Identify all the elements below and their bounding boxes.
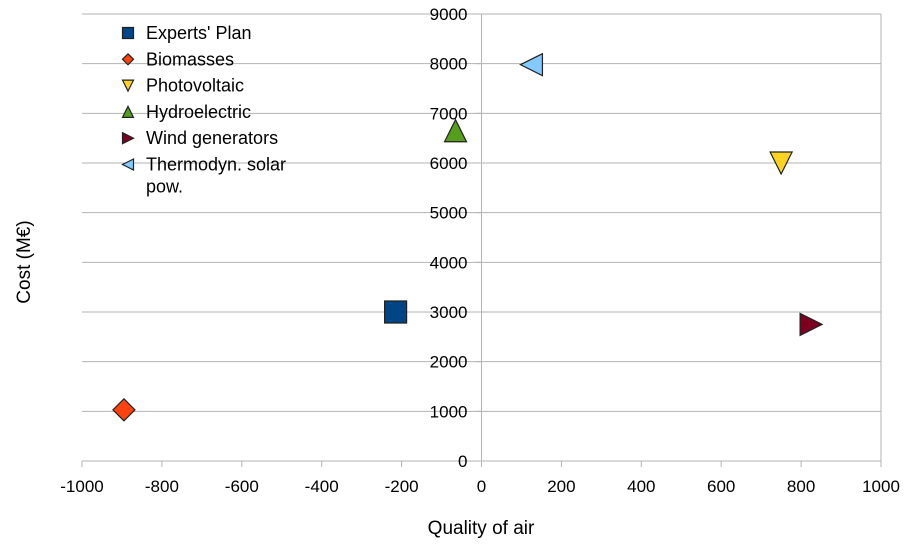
legend-label-experts-plan: Experts' Plan — [146, 23, 252, 43]
y-tick-label: 4000 — [430, 253, 468, 272]
legend-marker-thermodyn-solar-pow — [121, 158, 135, 171]
legend-marker-experts-plan — [121, 26, 135, 40]
axes — [81, 13, 882, 467]
legend-marker-wind-generators — [121, 131, 135, 145]
x-tick-label: -400 — [305, 477, 339, 496]
legend-label-wind-generators: Wind generators — [146, 128, 278, 148]
x-tick-label: -1000 — [60, 477, 103, 496]
point-wind-generators — [799, 312, 824, 337]
x-tick-label: 400 — [627, 477, 655, 496]
y-tick-label: 9000 — [430, 5, 468, 24]
legend-marker-hydroelectric — [121, 105, 135, 118]
legend: Experts' Plan Biomasses Photovoltaic Hydroe… — [121, 23, 286, 197]
legend-marker-biomasses — [121, 52, 135, 66]
y-tick-label: 8000 — [430, 55, 468, 74]
legend-label-photovoltaic: Photovoltaic — [146, 76, 244, 96]
x-tick-label: 800 — [787, 477, 815, 496]
legend-label-biomasses: Biomasses — [146, 49, 234, 69]
x-axis-title: Quality of air — [428, 518, 535, 539]
y-tick-label: 7000 — [430, 104, 468, 123]
tick-labels: -1000 -800 -600 -400 -200 0 200 400 600 800 1000 0 1… — [60, 5, 900, 496]
x-tick-label: -600 — [225, 477, 259, 496]
y-tick-label: 5000 — [430, 204, 468, 223]
y-tick-label: 6000 — [430, 154, 468, 173]
x-tick-label: 200 — [547, 477, 575, 496]
point-experts-plan — [384, 300, 408, 324]
x-tick-label: 1000 — [862, 477, 900, 496]
x-tick-label: 600 — [707, 477, 735, 496]
y-axis-title: Cost (M€) — [14, 220, 35, 303]
point-hydroelectric — [443, 118, 468, 143]
legend-label-hydroelectric: Hydroelectric — [146, 102, 251, 122]
y-tick-label: 3000 — [430, 303, 468, 322]
x-tick-label: -800 — [145, 477, 179, 496]
legend-label-thermodyn-solar-pow: Thermodyn. solar pow. — [146, 155, 286, 197]
y-tick-label: 0 — [458, 452, 467, 471]
x-tick-label: 0 — [477, 477, 486, 496]
data-points — [112, 52, 824, 422]
point-photovoltaic — [769, 151, 794, 176]
y-tick-label: 1000 — [430, 402, 468, 421]
point-biomasses — [112, 397, 136, 422]
y-tick-label: 2000 — [430, 353, 468, 372]
point-thermodyn-solar-pow — [519, 52, 544, 77]
legend-marker-photovoltaic — [121, 79, 135, 93]
x-tick-label: -200 — [385, 477, 419, 496]
